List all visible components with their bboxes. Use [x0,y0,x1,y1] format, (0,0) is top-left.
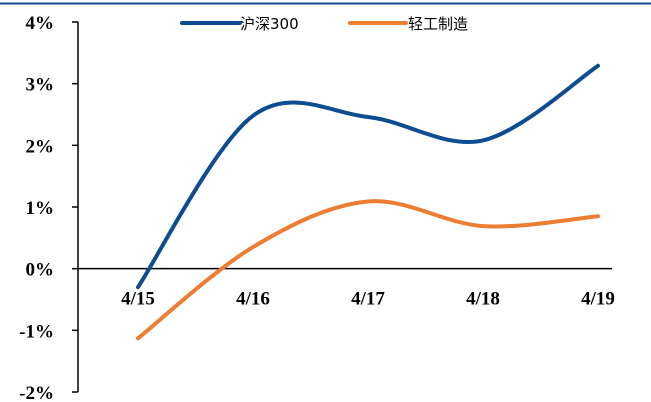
y-tick-label: -1% [19,321,54,342]
y-tick-label: 1% [26,198,55,219]
legend-label-hs300: 沪深300 [240,15,299,33]
y-tick-label: -2% [19,383,54,402]
series-line-hs300 [136,63,600,290]
x-tick-label: 4/16 [236,289,270,310]
x-tick-label: 4/18 [466,289,500,310]
x-tick-label: 4/19 [581,289,615,310]
y-tick-label: 3% [26,75,55,96]
series-line-light-manufacturing [136,199,600,341]
legend-label-light-manufacturing: 轻工制造 [408,15,468,33]
x-axis: 4/15 4/16 4/17 4/18 4/19 [78,267,615,310]
legend: 沪深300 轻工制造 [180,15,468,33]
x-tick-label: 4/15 [121,289,155,310]
y-tick-label: 0% [26,260,55,281]
x-tick-label: 4/17 [351,289,385,310]
y-tick-label: 4% [26,13,55,34]
series-lines [136,63,600,341]
legend-item-light-manufacturing: 轻工制造 [348,15,468,33]
y-tick-label: 2% [26,136,55,157]
y-axis: 4% 3% 2% 1% 0% -1% -2% [19,13,79,402]
legend-item-hs300: 沪深300 [180,15,299,33]
